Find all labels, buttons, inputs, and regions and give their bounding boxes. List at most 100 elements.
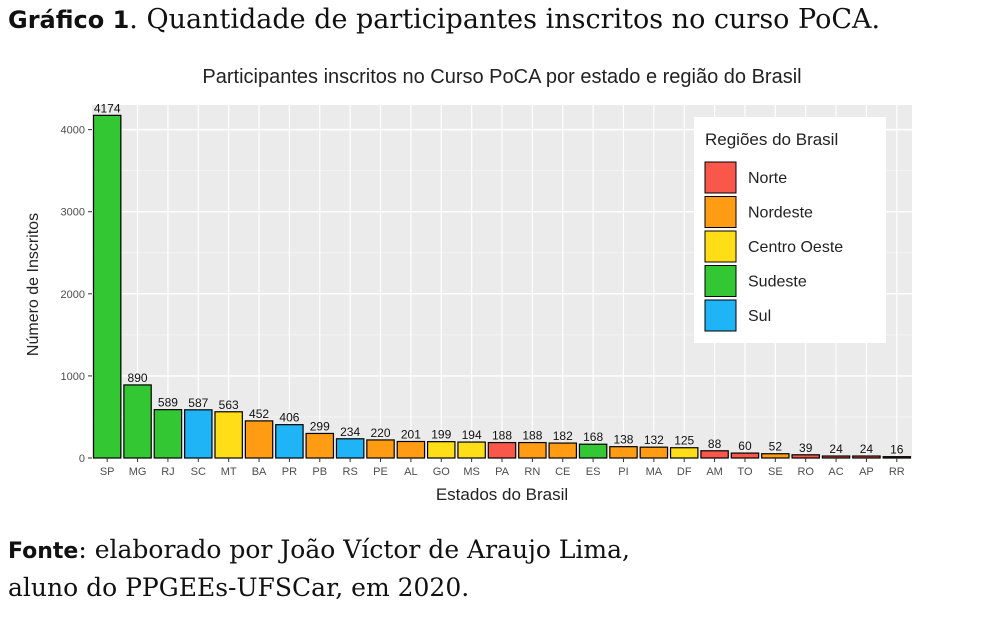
x-axis-title: Estados do Brasil xyxy=(436,485,568,504)
bar-value-label: 587 xyxy=(188,396,208,410)
bar-value-label: 234 xyxy=(340,425,360,439)
bar-rs xyxy=(335,438,365,459)
bar-chart: Participantes inscritos no Curso PoCA po… xyxy=(25,66,912,504)
bar-mg xyxy=(123,384,152,459)
x-tick-label: SE xyxy=(768,466,783,478)
bar-value-label: 188 xyxy=(492,429,512,443)
x-tick-label: PR xyxy=(282,466,297,478)
x-tick-label: PA xyxy=(495,466,510,478)
bar-value-label: 52 xyxy=(769,440,783,454)
legend-title: Regiões do Brasil xyxy=(705,130,838,149)
bar-value-label: 168 xyxy=(583,430,603,444)
bar-to xyxy=(730,452,760,459)
legend-swatch-sudeste xyxy=(704,265,737,297)
bar-value-label: 39 xyxy=(799,441,813,455)
legend-swatch-centro-oeste xyxy=(704,230,737,263)
bar-value-label: 4174 xyxy=(94,101,121,115)
x-tick-label: RO xyxy=(797,466,814,478)
bar-value-label: 220 xyxy=(371,426,391,440)
bar-value-label: 125 xyxy=(674,434,694,448)
bar-value-label: 299 xyxy=(310,419,330,433)
bar-value-label: 563 xyxy=(219,398,239,412)
x-tick-label: MG xyxy=(129,466,147,478)
bar-rn xyxy=(518,441,547,459)
bar-labels: 4174 890 589 587 563 452 406 299 234 220 201 199 194… xyxy=(94,101,904,456)
caption-text: . Quantidade de participantes inscritos … xyxy=(129,4,881,35)
bar-value-label: 24 xyxy=(860,442,874,456)
chart-title: Participantes inscritos no Curso PoCA po… xyxy=(202,66,801,88)
bar-value-label: 182 xyxy=(553,429,573,443)
x-tick-label: RJ xyxy=(161,466,174,478)
x-tick-label: ES xyxy=(586,466,601,478)
legend-label: Norte xyxy=(748,170,787,187)
x-tick-label: PB xyxy=(312,466,327,478)
caption-lead: Gráfico 1 xyxy=(8,6,130,34)
figure-caption: Gráfico 1. Quantidade de participantes i… xyxy=(8,4,880,35)
bar-pe xyxy=(366,439,395,459)
bar-value-label: 132 xyxy=(644,433,664,447)
bar-value-label: 88 xyxy=(708,437,722,451)
source-text-1: : elaborado por João Víctor de Araujo Li… xyxy=(78,535,630,564)
x-tick-label: RR xyxy=(889,466,905,478)
bar-go xyxy=(426,441,456,459)
bar-pa xyxy=(487,441,517,459)
bar-value-label: 406 xyxy=(279,411,299,425)
x-tick-label: BA xyxy=(252,466,267,478)
bar-sc xyxy=(184,409,213,459)
legend-swatch-sul xyxy=(704,299,737,332)
x-tick-label: AP xyxy=(859,466,874,478)
bar-ro xyxy=(791,454,820,459)
bar-pb xyxy=(305,432,335,459)
bar-ma xyxy=(639,446,669,459)
legend-label: Sul xyxy=(748,308,771,325)
bar-mt xyxy=(214,411,243,459)
x-tick-label: MS xyxy=(463,466,480,478)
x-tick-label: AC xyxy=(828,466,843,478)
bar-value-label: 201 xyxy=(401,427,421,441)
legend-label: Sudeste xyxy=(748,274,807,291)
legend-items: Norte Nordeste Centro Oeste Sudeste Sul xyxy=(704,161,843,332)
bar-sp xyxy=(92,114,122,459)
bar-value-label: 199 xyxy=(431,428,451,442)
legend-label: Nordeste xyxy=(748,205,813,222)
y-axis: 0 1000 2000 3000 4000 xyxy=(61,125,92,465)
x-tick-label: GO xyxy=(433,466,451,478)
figure-source: Fonte: elaborado por João Víctor de Arau… xyxy=(8,532,630,606)
bar-value-label: 16 xyxy=(890,443,904,457)
legend-swatch-nordeste xyxy=(704,196,737,228)
bar-ms xyxy=(457,441,486,459)
bar-value-label: 194 xyxy=(462,428,482,442)
bar-al xyxy=(396,440,426,459)
x-tick-label: SC xyxy=(191,466,206,478)
x-tick-label: SP xyxy=(100,466,115,478)
bars xyxy=(92,114,912,459)
x-tick-label: RN xyxy=(524,466,540,478)
y-tick-label: 4000 xyxy=(61,125,85,137)
source-line-1: Fonte: elaborado por João Víctor de Arau… xyxy=(8,532,630,570)
x-tick-label: MA xyxy=(646,466,663,478)
y-tick-label: 2000 xyxy=(61,289,85,301)
legend-label: Centro Oeste xyxy=(748,239,843,256)
bar-ap xyxy=(852,455,881,459)
y-tick-label: 1000 xyxy=(61,371,85,383)
x-tick-label: RS xyxy=(343,466,358,478)
bar-ce xyxy=(548,442,578,459)
bar-ba xyxy=(244,420,274,459)
legend-swatch-norte xyxy=(704,161,737,194)
source-lead: Fonte xyxy=(8,539,79,564)
y-tick-label: 3000 xyxy=(61,207,85,219)
x-tick-label: AL xyxy=(404,466,417,478)
bar-value-label: 589 xyxy=(158,396,178,410)
bar-value-label: 60 xyxy=(738,439,752,453)
source-text-2: aluno do PPGEEs-UFSCar, em 2020. xyxy=(8,573,470,602)
x-tick-label: MT xyxy=(221,466,237,478)
bar-value-label: 24 xyxy=(829,442,843,456)
bar-es xyxy=(578,443,608,459)
bar-ac xyxy=(821,455,851,459)
bar-value-label: 138 xyxy=(613,433,633,447)
bar-rj xyxy=(153,409,183,459)
bar-value-label: 188 xyxy=(522,429,542,443)
x-tick-label: AM xyxy=(706,466,723,478)
x-tick-label: TO xyxy=(737,466,753,478)
x-axis: SP MG RJ SC MT BA PR PB RS PE AL GO MS PA RN CE ES PI MA DF… xyxy=(100,458,905,478)
